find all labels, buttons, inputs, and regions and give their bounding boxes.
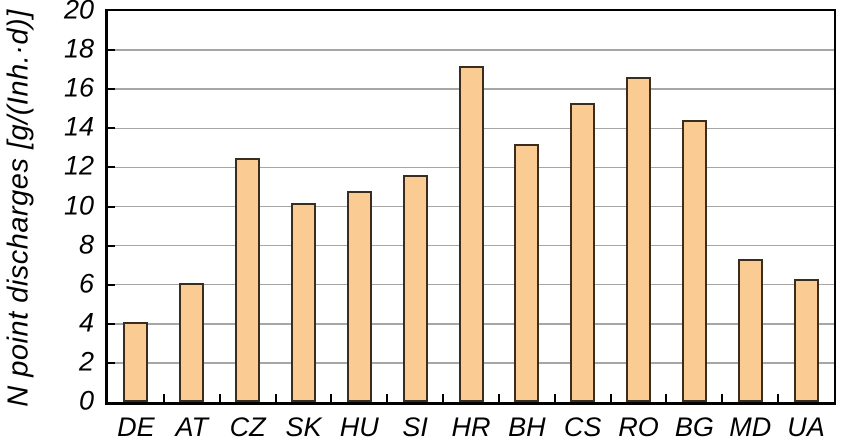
y-tick-label-16: 16 [63, 72, 94, 103]
x-tick-label-MD: MD [729, 412, 772, 442]
y-axis-tick-mark [108, 127, 115, 130]
y-axis-tick-mark [108, 166, 115, 169]
y-axis-tick-mark [108, 244, 115, 247]
x-tick-label-CZ: CZ [229, 412, 266, 442]
x-tick-label-BH: BH [508, 412, 546, 442]
x-tick-label-SK: SK [285, 412, 322, 442]
x-axis-tick-mark [386, 394, 389, 402]
y-axis-tick-mark [108, 322, 115, 325]
y-axis-tick-mark [108, 361, 115, 364]
y-axis-tick-mark [108, 283, 115, 286]
y-axis-tick-mark [108, 49, 115, 52]
y-tick-label-14: 14 [63, 111, 94, 142]
x-tick-label-HR: HR [451, 412, 491, 442]
bar-AT [179, 282, 205, 402]
x-axis-tick-mark [330, 394, 333, 402]
x-axis-tick-mark [721, 394, 724, 402]
y-tick-label-8: 8 [78, 229, 94, 260]
x-axis-tick-mark [665, 394, 668, 402]
bar-CS [570, 102, 596, 402]
y-tick-label-20: 20 [63, 0, 94, 25]
bar-UA [793, 278, 819, 402]
x-tick-label-UA: UA [787, 412, 825, 442]
y-tick-label-12: 12 [63, 150, 94, 181]
x-tick-label-SI: SI [402, 412, 428, 442]
x-tick-label-RO: RO [618, 412, 659, 442]
bar-BH [514, 143, 540, 402]
x-tick-label-BG: BG [674, 412, 714, 442]
y-axis-tick-mark [108, 205, 115, 208]
x-tick-label-AT: AT [175, 412, 209, 442]
x-tick-label-HU: HU [339, 412, 379, 442]
bar-BG [681, 120, 707, 402]
y-axis-title: N point discharges [g/(Inh.·d)] [2, 9, 35, 407]
y-tick-label-18: 18 [63, 33, 94, 64]
bar-CZ [235, 157, 261, 402]
x-axis-tick-mark [553, 394, 556, 402]
bar-HR [458, 65, 484, 402]
bar-DE [123, 321, 149, 402]
x-tick-label-DE: DE [117, 412, 155, 442]
x-axis-tick-mark [497, 394, 500, 402]
x-axis-tick-mark [218, 394, 221, 402]
bar-SK [290, 202, 316, 402]
x-axis-tick-mark [777, 394, 780, 402]
gridline-y-18 [108, 49, 834, 51]
y-tick-label-10: 10 [63, 189, 94, 220]
y-tick-label-6: 6 [78, 268, 94, 299]
bar-HU [346, 190, 372, 402]
x-axis-tick-mark [162, 394, 165, 402]
y-tick-label-4: 4 [78, 307, 94, 338]
bar-RO [626, 77, 652, 402]
bar-MD [737, 259, 763, 402]
x-axis-tick-mark [609, 394, 612, 402]
x-axis-tick-mark [442, 394, 445, 402]
y-axis-tick-mark [108, 88, 115, 91]
y-tick-label-2: 2 [78, 346, 94, 377]
x-axis-tick-mark [274, 394, 277, 402]
bar-SI [402, 175, 428, 402]
x-tick-label-CS: CS [563, 412, 602, 442]
y-tick-label-0: 0 [78, 385, 94, 416]
plot-area [105, 9, 836, 405]
